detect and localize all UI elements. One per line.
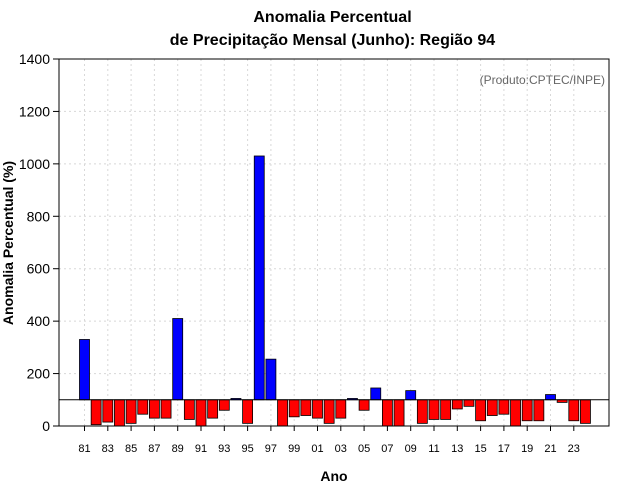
bar-2020 [533, 399, 545, 422]
bar-2016 [486, 399, 498, 416]
plot-frame [58, 58, 610, 427]
x-tick-label: 83 [102, 443, 114, 455]
y-axis-label: Anomalia Percentual (%) [0, 161, 16, 325]
bar-2015 [475, 399, 487, 422]
y-tick-label: 200 [27, 366, 51, 382]
source-annotation: (Produto:CPTEC/INPE) [480, 73, 605, 87]
bar-2001 [312, 399, 323, 419]
bar-1984 [114, 399, 125, 427]
x-axis-label: Ano [320, 468, 347, 484]
bar-1990 [183, 399, 195, 420]
chart-title-line-1: Anomalia Percentual [253, 9, 412, 26]
bar-1985 [125, 399, 137, 424]
bar-2017 [498, 399, 510, 415]
x-tick-label: 21 [544, 443, 556, 455]
y-tick-label: 600 [27, 261, 51, 277]
x-tick-label: 05 [358, 443, 370, 455]
y-tick-label: 1200 [19, 103, 50, 119]
x-tick-label: 97 [265, 443, 277, 455]
bar-2019 [521, 399, 533, 422]
bar-1997 [265, 358, 277, 401]
bar-1989 [172, 318, 184, 401]
bar-1986 [137, 399, 149, 415]
bar-2021 [545, 394, 556, 401]
bar-2007 [381, 399, 393, 427]
bar-1983 [102, 399, 114, 423]
bar-2002 [323, 399, 335, 424]
bar-2013 [451, 399, 463, 410]
x-axis: 81 83 85 87 89 91 93 95 97 99 01 03 05 07 09 11 13 15 17 19… [78, 426, 580, 455]
y-tick-label: 0 [42, 418, 50, 434]
bar-2018 [510, 399, 521, 427]
bar-2000 [300, 399, 312, 416]
bar-1981 [79, 339, 90, 401]
bar-2012 [440, 399, 452, 420]
y-tick-label: 800 [27, 208, 51, 224]
bar-2005 [358, 399, 370, 411]
bar-1988 [160, 399, 172, 419]
bar-1993 [218, 399, 230, 411]
x-tick-label: 95 [241, 443, 253, 455]
bar-2014 [463, 399, 475, 407]
x-tick-label: 03 [335, 443, 347, 455]
y-tick-label: 1000 [19, 156, 50, 172]
bar-1999 [288, 399, 300, 418]
x-tick-label: 23 [568, 443, 580, 455]
bars [79, 155, 591, 427]
bar-1995 [242, 399, 254, 424]
x-tick-label: 15 [474, 443, 486, 455]
x-tick-label: 99 [288, 443, 300, 455]
bar-2010 [416, 399, 428, 424]
x-tick-label: 11 [428, 443, 439, 455]
bar-2003 [335, 399, 347, 419]
x-tick-label: 13 [451, 443, 463, 455]
grid [59, 58, 609, 427]
bar-1991 [195, 399, 207, 427]
x-tick-label: 17 [498, 443, 510, 455]
bar-2009 [405, 390, 417, 401]
x-tick-label: 19 [521, 443, 533, 455]
x-tick-label: 09 [405, 443, 417, 455]
x-tick-label: 81 [78, 443, 90, 455]
x-tick-label: 91 [195, 443, 207, 455]
bar-1996 [253, 155, 265, 401]
x-tick-label: 85 [125, 443, 137, 455]
x-tick-label: 93 [218, 443, 230, 455]
y-tick-label: 400 [27, 313, 51, 329]
bar-1987 [148, 399, 160, 419]
x-tick-label: 07 [381, 443, 393, 455]
y-tick-label: 1400 [19, 51, 50, 67]
bar-1982 [90, 399, 102, 426]
x-tick-label: 89 [172, 443, 184, 455]
bar-1992 [207, 399, 219, 419]
bar-2024 [580, 399, 591, 424]
bar-1998 [277, 399, 288, 427]
x-tick-label: 01 [311, 443, 323, 455]
bar-2006 [370, 387, 382, 401]
x-tick-label: 87 [148, 443, 160, 455]
bar-2023 [568, 399, 580, 422]
chart-title-line-2: de Precipitação Mensal (Junho): Região 9… [169, 32, 496, 49]
bar-2008 [393, 399, 405, 427]
y-axis: 0 200 400 600 800 1000 1200 1400 [19, 51, 59, 434]
bar-2011 [428, 399, 440, 420]
